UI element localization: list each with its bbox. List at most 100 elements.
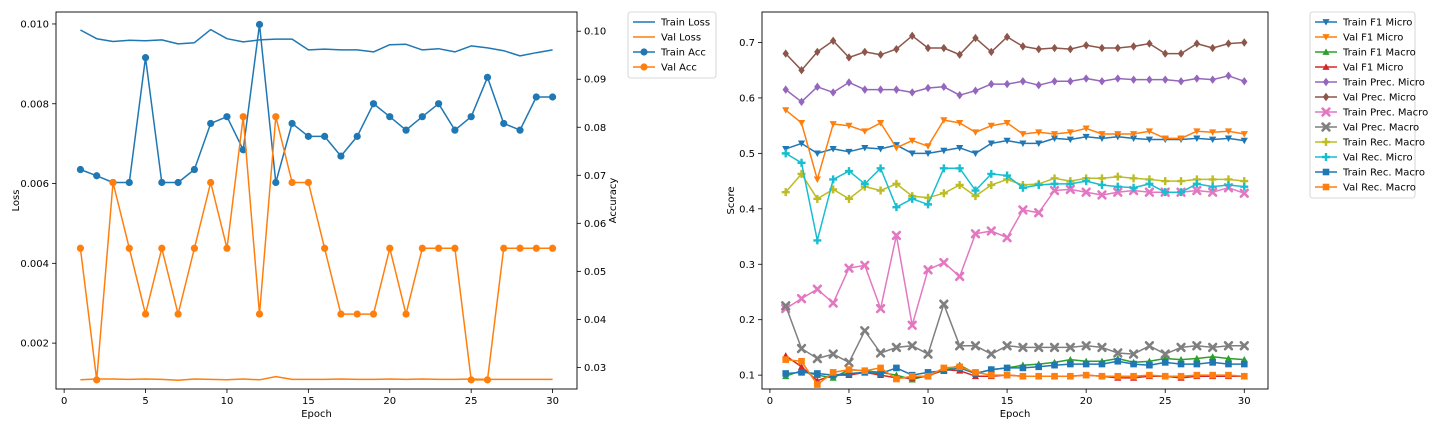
chart2-data-point: [1066, 136, 1074, 144]
chart1-data-point: [548, 93, 557, 101]
chart2-data-point: [956, 90, 963, 100]
chart2-legend-label: Train F1 Micro: [1342, 18, 1412, 29]
chart2-data-point: [1081, 341, 1091, 351]
chart2-data-point: [845, 148, 853, 156]
chart2-data-point: [1192, 179, 1201, 188]
chart2-data-point: [1019, 131, 1027, 138]
chart1-data-point: [93, 172, 101, 180]
chart1-data-point: [304, 132, 312, 140]
chart2-data-point: [1003, 137, 1011, 145]
chart2-series-10: [781, 149, 1249, 245]
chart2-data-point: [829, 146, 837, 153]
chart2-data-point: [1192, 341, 1202, 351]
chart2-data-point: [939, 164, 948, 173]
chart1-data-point: [288, 178, 296, 187]
chart2-data-point: [940, 43, 948, 53]
chart2-legend-label: Train Rec. Macro: [1342, 168, 1425, 179]
chart2-data-point: [876, 164, 885, 173]
chart2-legend-marker: [1322, 63, 1330, 70]
chart1-x-tick-label: 0: [61, 396, 67, 407]
chart2-data-point: [1067, 372, 1074, 380]
chart2-data-point: [954, 271, 965, 282]
chart2-data-point: [1114, 43, 1121, 53]
chart1-data-point: [255, 20, 264, 29]
chart2-data-point: [1130, 360, 1137, 368]
chart2-data-point: [1223, 341, 1234, 351]
chart1-y2-axis-label: Accuracy: [608, 178, 619, 224]
chart2-data-point: [1128, 349, 1139, 359]
chart2-data-point: [1097, 180, 1106, 189]
chart2-data-point: [1113, 172, 1122, 181]
chart2-data-point: [1225, 71, 1232, 80]
chart2-data-point: [798, 66, 805, 75]
chart2-data-point: [1193, 354, 1201, 362]
chart2-data-point: [1129, 183, 1138, 192]
chart2-data-point: [782, 356, 790, 363]
chart1-y2-tick-label: 0.03: [584, 363, 606, 374]
chart2-data-point: [1082, 41, 1090, 50]
chart2-data-point: [1240, 372, 1248, 380]
chart2-data-point: [1098, 131, 1106, 138]
chart2-data-point: [940, 117, 948, 124]
chart2-legend-marker: [1322, 19, 1330, 26]
chart2-y-tick-label: 0.2: [739, 315, 755, 326]
chart2-data-point: [956, 120, 964, 127]
chart2-data-point: [1177, 77, 1185, 86]
chart2-data-point: [1193, 360, 1201, 368]
chart2-data-point: [1239, 341, 1249, 351]
chart1-data-point: [76, 165, 85, 174]
chart2-data-point: [907, 320, 917, 330]
chart1-legend-marker: [640, 63, 648, 71]
chart2-data-point: [1130, 372, 1137, 380]
chart1-data-point: [141, 54, 150, 62]
chart1-legend-label: Val Loss: [661, 33, 701, 44]
chart1-data-point: [174, 178, 182, 187]
chart2-data-point: [1019, 372, 1027, 380]
chart2-data-point: [1051, 372, 1058, 380]
chart1-data-point: [532, 244, 540, 252]
chart2-data-point: [956, 144, 964, 152]
chart1-data-point: [223, 244, 231, 252]
chart2-data-point: [1240, 137, 1248, 145]
chart2-data-point: [829, 175, 838, 184]
chart2-data-point: [1146, 39, 1153, 48]
chart2-data-point: [1208, 175, 1217, 184]
chart2-data-point: [798, 97, 805, 107]
chart2-legend-marker: [1322, 48, 1330, 55]
chart2-legend-label: Val Prec. Micro: [1343, 93, 1416, 104]
chart2-data-point: [1114, 372, 1122, 380]
chart1-data-point: [272, 178, 280, 187]
chart2-data-point: [1019, 77, 1027, 86]
chart2-data-point: [1129, 135, 1138, 143]
chart2-legend-label: Val F1 Micro: [1343, 63, 1403, 74]
chart2-data-point: [782, 85, 789, 94]
chart1-x-tick-label: 5: [142, 396, 148, 407]
chart1-y-tick-label: 0.002: [20, 339, 49, 350]
chart2-data-point: [845, 78, 853, 87]
chart2-data-point: [782, 107, 790, 114]
chart2-data-point: [1161, 188, 1170, 197]
chart2-data-point: [876, 186, 885, 195]
chart1-series-line: [80, 28, 553, 57]
chart2-frame: [761, 11, 1269, 390]
chart1-data-point: [467, 376, 475, 384]
chart2-data-point: [875, 348, 886, 358]
chart2-data-point: [1177, 360, 1185, 368]
chart2-data-point: [1209, 129, 1217, 136]
chart1-y-axis-label: Loss: [11, 190, 22, 212]
chart2-legend-label: Val F1 Micro: [1343, 33, 1403, 44]
chart1-y2-tick-label: 0.08: [584, 123, 606, 134]
chart2-data-point: [845, 370, 853, 377]
chart2-data-point: [1129, 131, 1138, 138]
chart2-data-point: [1193, 39, 1201, 48]
chart2-data-point: [1018, 183, 1027, 192]
chart1-y2-tick-label: 0.05: [584, 267, 606, 278]
chart2-data-point: [939, 257, 949, 268]
chart2-data-point: [1113, 187, 1123, 197]
chart2-data-point: [956, 363, 963, 371]
chart1-data-point: [483, 376, 492, 384]
chart1-data-point: [402, 126, 410, 134]
chart2-data-point: [812, 284, 823, 294]
chart2-data-point: [813, 176, 821, 184]
chart2-data-point: [1225, 371, 1232, 379]
